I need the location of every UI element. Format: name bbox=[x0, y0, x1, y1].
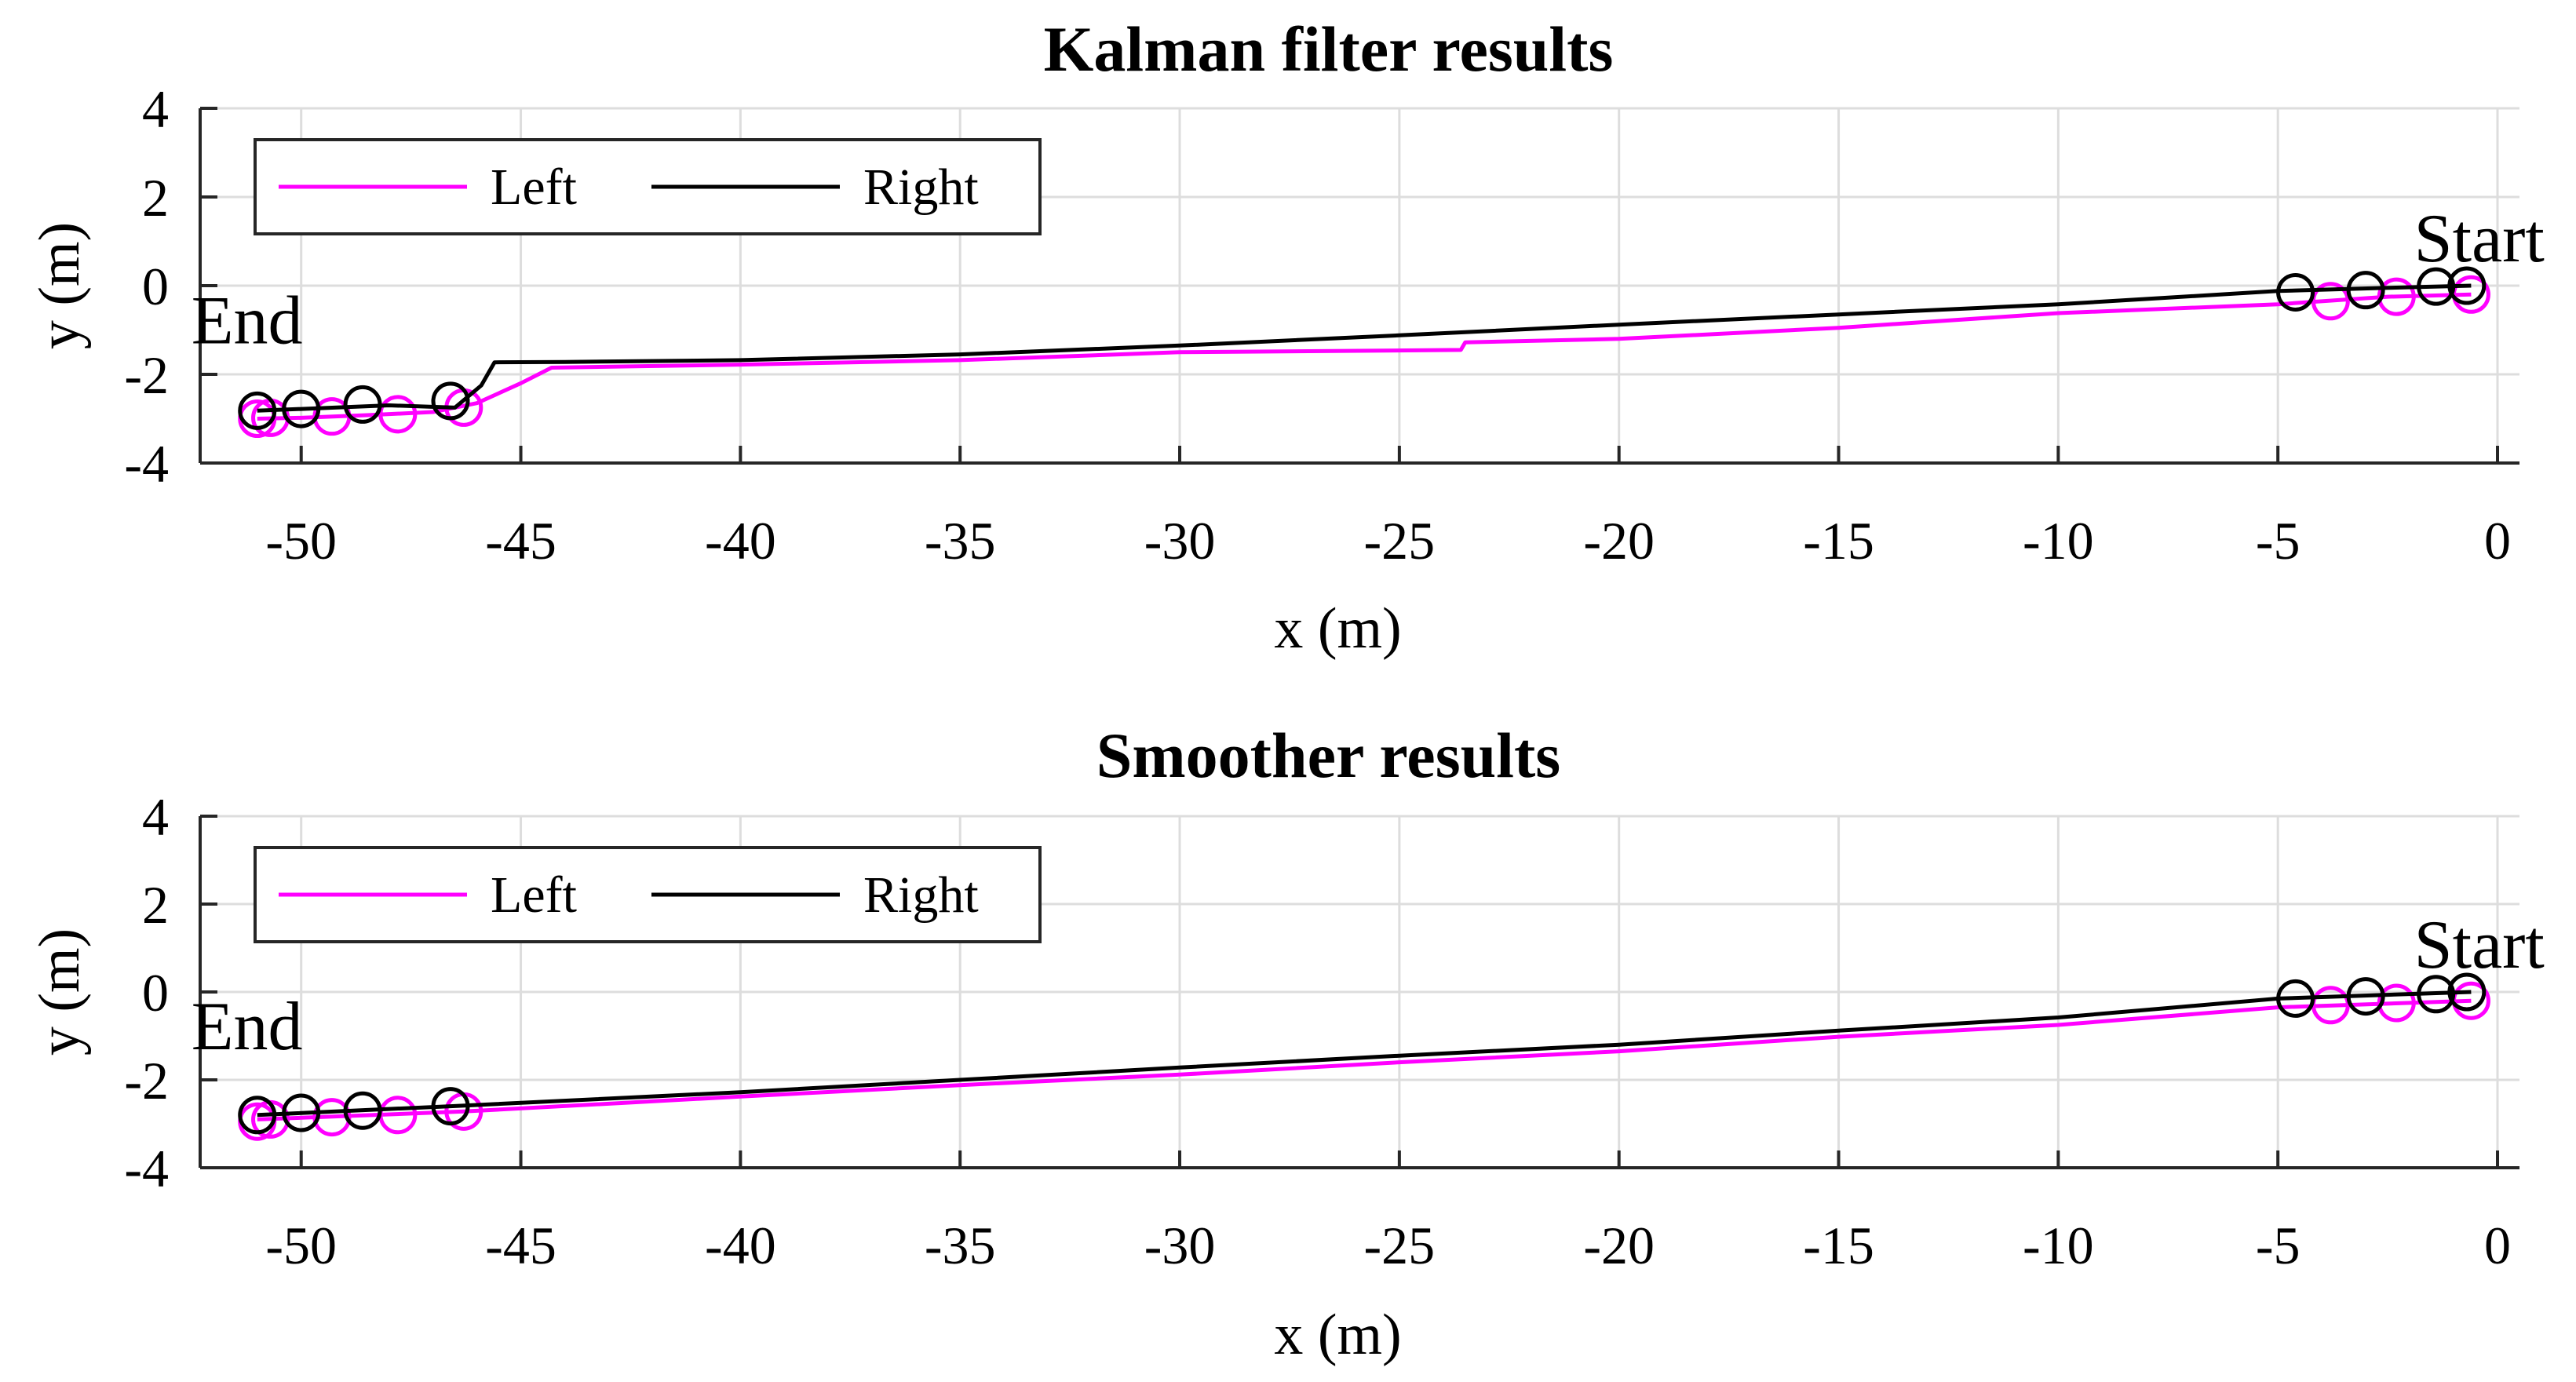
x-tick-label: -5 bbox=[2256, 511, 2301, 571]
marker-right bbox=[2447, 266, 2487, 305]
series-line-right bbox=[257, 990, 2472, 1118]
x-tick-label: -45 bbox=[485, 511, 556, 571]
legend-label-right: Right bbox=[863, 866, 979, 924]
marker-right bbox=[343, 1091, 382, 1130]
series-line-left bbox=[257, 998, 2472, 1121]
y-tick-label: 2 bbox=[142, 168, 169, 228]
y-tick-label: -4 bbox=[124, 434, 169, 494]
x-tick-label: -50 bbox=[265, 511, 337, 571]
y-axis-label: y (m) bbox=[27, 928, 92, 1056]
marker-right bbox=[431, 381, 470, 421]
marker-right bbox=[2417, 267, 2456, 306]
x-tick-label: -40 bbox=[705, 1216, 776, 1275]
x-tick-label: -35 bbox=[925, 511, 996, 571]
x-tick-label: -30 bbox=[1144, 511, 1216, 571]
x-axis-label: x (m) bbox=[1274, 1303, 1401, 1367]
y-tick-label: -2 bbox=[124, 345, 169, 405]
start-annotation: Start bbox=[2414, 201, 2545, 277]
marker-left bbox=[2311, 282, 2350, 321]
x-tick-label: -5 bbox=[2256, 1216, 2301, 1275]
x-tick-label: -25 bbox=[1364, 1216, 1436, 1275]
marker-right bbox=[2447, 972, 2487, 1012]
legend-label-right: Right bbox=[863, 159, 979, 216]
x-tick-label: -30 bbox=[1144, 1216, 1216, 1275]
x-tick-label: 0 bbox=[2484, 511, 2511, 571]
marker-right bbox=[2346, 271, 2385, 310]
marker-right bbox=[238, 391, 277, 430]
series-line-right bbox=[257, 283, 2472, 413]
marker-left bbox=[2377, 277, 2416, 316]
marker-left bbox=[2377, 983, 2416, 1023]
marker-right bbox=[431, 1087, 470, 1126]
x-tick-label: 0 bbox=[2484, 1216, 2511, 1275]
x-tick-label: -15 bbox=[1803, 1216, 1874, 1275]
x-tick-label: -15 bbox=[1803, 511, 1874, 571]
legend: Left Right bbox=[254, 846, 1042, 943]
series-line-left bbox=[257, 292, 2472, 421]
x-tick-label: -10 bbox=[2023, 1216, 2094, 1275]
x-tick-label: -20 bbox=[1583, 1216, 1655, 1275]
y-tick-label: 0 bbox=[142, 257, 169, 316]
x-tick-label: -50 bbox=[265, 1216, 337, 1275]
y-tick-label: -4 bbox=[124, 1139, 169, 1198]
end-annotation: End bbox=[192, 283, 303, 359]
marker-right bbox=[282, 389, 321, 428]
marker-left bbox=[312, 1098, 352, 1137]
marker-right bbox=[2417, 975, 2456, 1014]
marker-right bbox=[2276, 272, 2315, 312]
x-tick-label: -45 bbox=[485, 1216, 556, 1275]
y-tick-label: 4 bbox=[142, 787, 169, 847]
end-annotation: End bbox=[192, 989, 303, 1065]
legend: Left Right bbox=[254, 138, 1042, 235]
x-tick-label: -35 bbox=[925, 1216, 996, 1275]
legend-label-left: Left bbox=[491, 866, 577, 924]
marker-right bbox=[2346, 977, 2385, 1016]
y-tick-label: 0 bbox=[142, 963, 169, 1023]
start-annotation: Start bbox=[2414, 907, 2545, 983]
x-tick-label: -20 bbox=[1583, 511, 1655, 571]
chart-title: Kalman filter results bbox=[1044, 13, 1614, 85]
y-tick-label: -2 bbox=[124, 1051, 169, 1110]
y-axis-label: y (m) bbox=[27, 222, 92, 349]
y-tick-label: 2 bbox=[142, 875, 169, 935]
chart-2: -50 -45 -40 -35 -30 -25 -20 -15 -10 -5 0-4-2024Smo… bbox=[27, 720, 2545, 1367]
marker-right bbox=[238, 1096, 277, 1135]
x-axis-label: x (m) bbox=[1274, 596, 1401, 661]
marker-right bbox=[2276, 979, 2315, 1018]
marker-right bbox=[343, 385, 382, 424]
y-tick-label: 4 bbox=[142, 79, 169, 139]
legend-label-left: Left bbox=[491, 159, 577, 216]
x-tick-label: -10 bbox=[2023, 511, 2094, 571]
x-tick-label: -25 bbox=[1364, 511, 1436, 571]
marker-left bbox=[378, 395, 418, 434]
chart-1: -50 -45 -40 -35 -30 -25 -20 -15 -10 -5 0-4-2024Kal… bbox=[27, 13, 2545, 661]
marker-right bbox=[282, 1093, 321, 1132]
chart-title: Smoother results bbox=[1096, 720, 1560, 791]
x-tick-label: -40 bbox=[705, 511, 776, 571]
